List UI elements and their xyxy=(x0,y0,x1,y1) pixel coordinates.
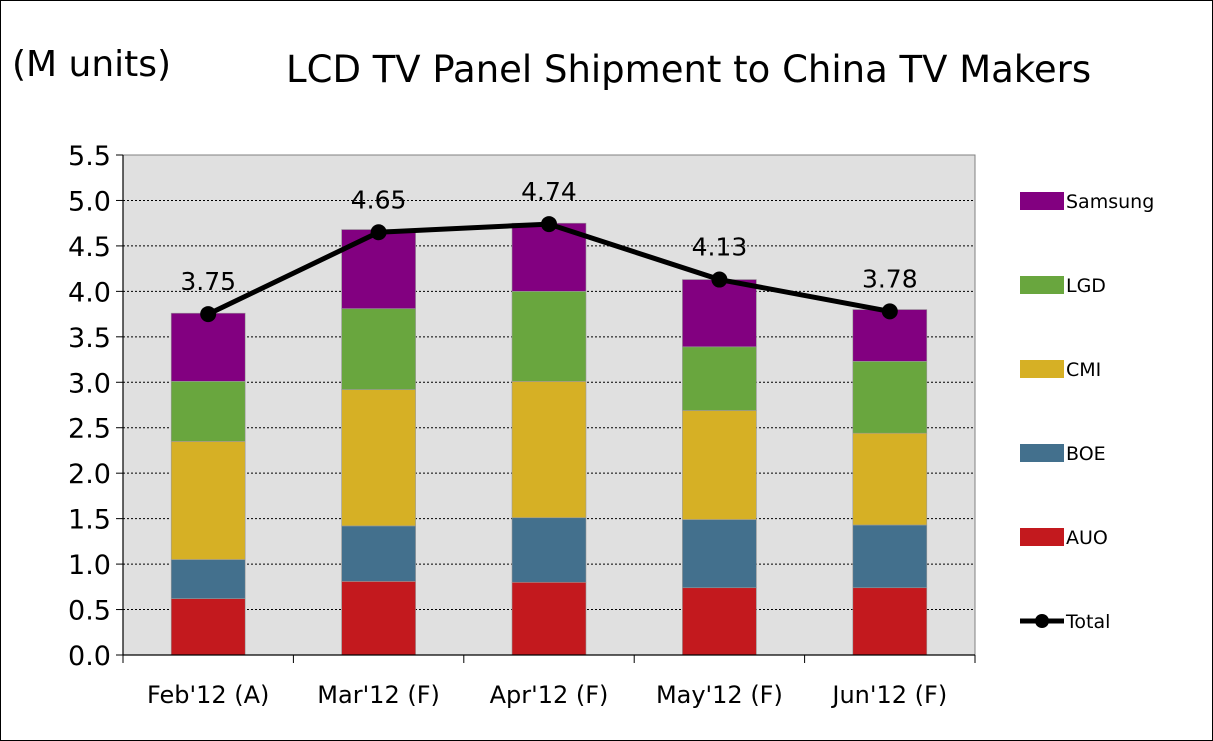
x-tick-label: Apr'12 (F) xyxy=(490,681,609,709)
y-tick-label: 5.5 xyxy=(68,141,111,172)
bar-segment-cmi xyxy=(341,389,416,527)
bar-segment-boe xyxy=(170,559,246,599)
y-tick-label: 3.0 xyxy=(68,368,111,399)
y-tick-label: 1.5 xyxy=(68,505,111,536)
legend-label: CMI xyxy=(1066,359,1101,381)
legend: Samsung LGD CMI BOE AUO Total xyxy=(1020,191,1154,633)
bar-segment-cmi xyxy=(682,410,757,520)
x-tick-label: May'12 (F) xyxy=(656,681,783,709)
y-tick-label: 2.5 xyxy=(68,414,111,445)
y-tick-label: 5.0 xyxy=(68,186,111,217)
bar-segment-samsung xyxy=(341,229,416,309)
chart-title: LCD TV Panel Shipment to China TV Makers xyxy=(286,48,1092,91)
bar-segment-auo xyxy=(852,587,928,656)
bar-stacks xyxy=(170,222,928,656)
legend-label: Samsung xyxy=(1066,191,1154,213)
y-tick-label: 0.5 xyxy=(68,596,111,627)
bar-segment-boe xyxy=(511,517,587,583)
bar-segment-boe xyxy=(682,519,757,589)
total-point xyxy=(881,303,898,320)
x-tick-label: Feb'12 (A) xyxy=(147,681,269,709)
bar-segment-auo xyxy=(341,581,416,656)
bar-segment-cmi xyxy=(511,381,587,519)
legend-label: AUO xyxy=(1066,527,1108,549)
y-tick-label: 1.0 xyxy=(68,550,111,581)
legend-swatch-samsung xyxy=(1020,192,1064,210)
legend-label: LGD xyxy=(1066,275,1106,297)
bar-segment-lgd xyxy=(852,361,928,434)
bar-segment-auo xyxy=(170,598,246,656)
total-point xyxy=(541,216,557,233)
bar-segment-lgd xyxy=(341,308,416,390)
total-point xyxy=(711,271,728,288)
total-line: 3.75 4.65 4.74 4.13 3.78 xyxy=(180,177,918,323)
legend-swatch-cmi xyxy=(1020,360,1064,378)
total-data-label: 4.13 xyxy=(692,233,748,262)
bar-segment-lgd xyxy=(511,291,587,382)
bar-segment-samsung xyxy=(170,312,246,382)
legend-label: BOE xyxy=(1066,443,1106,465)
legend-swatch-lgd xyxy=(1020,276,1064,294)
bar-segment-cmi xyxy=(170,441,246,560)
x-tick-label: Mar'12 (F) xyxy=(317,681,440,709)
bar-segment-auo xyxy=(682,587,757,656)
axes: 0.0 0.5 1.0 1.5 2.0 2.5 3.0 3.5 4.0 4.5 5.0 5.5 Feb'… xyxy=(68,141,976,709)
y-tick-label: 4.0 xyxy=(68,277,111,308)
legend-swatch-boe xyxy=(1020,444,1064,462)
y-tick-label: 2.0 xyxy=(68,459,111,490)
x-tick-label: Jun'12 (F) xyxy=(830,681,947,709)
bar-segment-lgd xyxy=(682,346,757,411)
y-tick-label: 4.5 xyxy=(68,232,111,263)
legend-label: Total xyxy=(1065,611,1110,633)
legend-swatch-total-marker xyxy=(1035,614,1049,628)
y-axis-unit-label: (M units) xyxy=(12,44,172,85)
bar-segment-samsung xyxy=(682,279,757,348)
y-tick-label: 3.5 xyxy=(68,323,111,354)
total-data-label: 3.78 xyxy=(862,264,918,293)
y-tick-label: 0.0 xyxy=(68,641,111,672)
bar-segment-boe xyxy=(341,525,416,582)
bar-segment-cmi xyxy=(852,432,928,526)
legend-swatch-auo xyxy=(1020,528,1064,546)
bar-segment-boe xyxy=(852,524,928,589)
total-data-label: 4.65 xyxy=(351,185,407,214)
total-data-label: 4.74 xyxy=(521,177,577,206)
bar-segment-lgd xyxy=(170,381,246,442)
bar-segment-auo xyxy=(511,581,587,656)
total-point xyxy=(200,306,217,323)
total-point xyxy=(370,224,387,241)
total-data-label: 3.75 xyxy=(180,267,236,296)
